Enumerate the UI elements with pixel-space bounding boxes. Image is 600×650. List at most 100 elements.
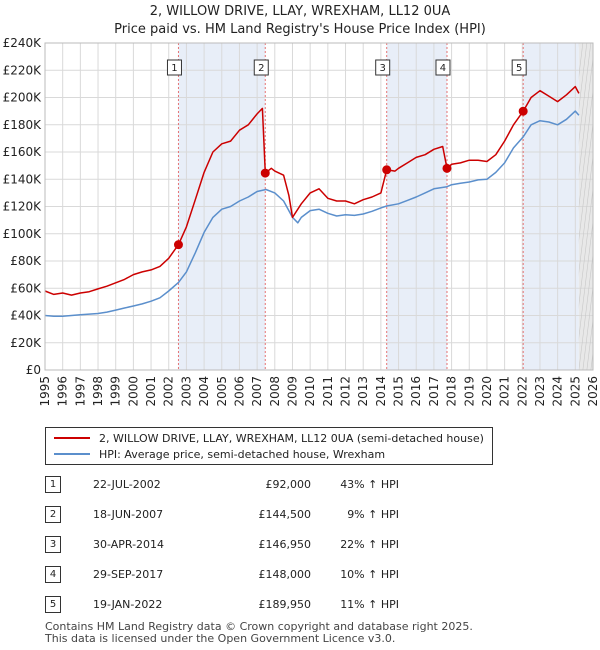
sale-date: 22-JUL-2002 [93, 478, 161, 491]
x-tick-label: 2012 [339, 376, 353, 407]
legend-swatch-hpi [54, 453, 90, 455]
sale-hpi-change: 11% ↑ HPI [340, 598, 399, 611]
x-tick-label: 2017 [427, 376, 441, 407]
sale-label-number: 1 [171, 63, 177, 74]
future-hatch [578, 55, 594, 177]
sale-hpi-change: 10% ↑ HPI [340, 568, 399, 581]
chart-title: 2, WILLOW DRIVE, LLAY, WREXHAM, LL12 0UA [149, 4, 451, 19]
sale-row: 2 18-JUN-2007 £144,500 9% ↑ HPI [45, 506, 525, 524]
sale-point [382, 165, 392, 175]
x-tick-label: 2011 [321, 376, 335, 407]
hpi-line [44, 110, 580, 317]
sale-row: 3 30-APR-2014 £146,950 22% ↑ HPI [45, 536, 525, 554]
sale-date: 30-APR-2014 [93, 538, 165, 551]
future-hatch [578, 43, 592, 144]
sale-point [260, 168, 270, 178]
footer-license: This data is licensed under the Open Gov… [45, 632, 396, 645]
sale-number-badge: 4 [45, 566, 61, 583]
y-tick-label: £80K [10, 254, 42, 268]
x-tick-label: 2002 [162, 376, 176, 407]
sale-number-badge: 1 [45, 476, 61, 493]
x-tick-label: 2003 [179, 376, 193, 407]
legend-label-hpi: HPI: Average price, semi-detached house,… [99, 447, 386, 461]
x-tick-label: 1997 [73, 376, 87, 407]
future-hatch [595, 43, 600, 370]
future-hatch [578, 219, 594, 340]
future-hatch [582, 284, 594, 370]
x-tick-label: 1995 [38, 376, 52, 407]
sale-point [518, 106, 528, 116]
sale-row: 4 29-SEP-2017 £148,000 10% ↑ HPI [45, 566, 525, 584]
future-hatch [578, 251, 594, 370]
x-tick-label: 2000 [126, 376, 140, 407]
y-tick-label: £60K [10, 281, 42, 295]
x-tick-label: 2023 [533, 376, 547, 407]
price-chart: £0 £20K £40K £60K £80K £100K £120K £140K £160K £1… [3, 36, 600, 407]
sale-hpi-change: 22% ↑ HPI [340, 538, 399, 551]
property-price-line [44, 85, 580, 296]
future-hatch [578, 153, 594, 275]
y-tick-label: £40K [10, 309, 42, 323]
x-tick-label: 2013 [356, 376, 370, 407]
x-tick-label: 2018 [445, 376, 459, 407]
sale-date: 18-JUN-2007 [93, 508, 164, 521]
sale-number-badge: 2 [45, 506, 61, 523]
sale-date: 19-JAN-2022 [93, 598, 163, 611]
x-tick-label: 2007 [250, 376, 264, 407]
sale-hpi-change: 9% ↑ HPI [347, 508, 399, 521]
future-hatch [578, 43, 588, 111]
x-tick-label: 2020 [480, 376, 494, 407]
sale-point [173, 240, 183, 250]
y-tick-label: £140K [3, 172, 43, 186]
x-tick-label: 2005 [215, 376, 229, 407]
sale-price: £144,500 [258, 508, 312, 521]
sale-label-number: 4 [440, 63, 446, 74]
x-tick-label: 2025 [568, 376, 582, 407]
x-tick-label: 2019 [462, 376, 476, 407]
y-tick-label: £100K [3, 227, 43, 241]
sale-label-box [166, 59, 182, 76]
sale-row: 1 22-JUL-2002 £92,000 43% ↑ HPI [45, 476, 525, 494]
sale-date: 29-SEP-2017 [93, 568, 164, 581]
x-tick-label: 2021 [498, 376, 512, 407]
x-tick-label: 2009 [285, 376, 299, 407]
x-tick-label: 1998 [91, 376, 105, 407]
x-tick-label: 2016 [409, 376, 423, 407]
y-tick-label: £160K [3, 145, 43, 159]
sale-price: £189,950 [258, 598, 312, 611]
x-tick-label: 1996 [56, 376, 70, 407]
sale-price: £146,950 [258, 538, 312, 551]
sale-label-number: 3 [380, 63, 386, 74]
x-tick-label: 1999 [109, 376, 123, 407]
sale-point [442, 163, 452, 173]
future-hatch [578, 121, 594, 242]
plot-border [44, 42, 594, 371]
legend-label-property: 2, WILLOW DRIVE, LLAY, WREXHAM, LL12 0UA… [99, 431, 484, 445]
legend: 2, WILLOW DRIVE, LLAY, WREXHAM, LL12 0UA… [45, 427, 493, 465]
y-tick-label: £120K [3, 200, 43, 214]
sale-label-number: 5 [516, 63, 522, 74]
legend-item-hpi: HPI: Average price, semi-detached house,… [54, 447, 385, 461]
legend-item-property: 2, WILLOW DRIVE, LLAY, WREXHAM, LL12 0UA… [54, 431, 484, 445]
sale-label-box [511, 59, 527, 76]
sale-number-badge: 3 [45, 536, 61, 553]
sale-label-number: 2 [258, 63, 264, 74]
sale-label-box [435, 59, 451, 76]
sale-row: 5 19-JAN-2022 £189,950 11% ↑ HPI [45, 596, 525, 614]
future-hatch [578, 186, 594, 308]
sale-label-box [375, 59, 391, 76]
x-tick-label: 2001 [144, 376, 158, 407]
y-tick-label: £220K [3, 63, 43, 77]
y-tick-label: £180K [3, 118, 43, 132]
footer-copyright: Contains HM Land Registry data © Crown c… [45, 620, 473, 633]
x-tick-label: 2024 [551, 376, 565, 407]
x-tick-label: 2010 [303, 376, 317, 407]
sale-price: £148,000 [258, 568, 312, 581]
y-tick-label: £0 [26, 363, 41, 377]
y-tick-label: £200K [3, 91, 43, 105]
x-tick-label: 2015 [392, 376, 406, 407]
sale-number-badge: 5 [45, 596, 61, 613]
sale-label-box [253, 59, 269, 76]
sale-hpi-change: 43% ↑ HPI [340, 478, 399, 491]
